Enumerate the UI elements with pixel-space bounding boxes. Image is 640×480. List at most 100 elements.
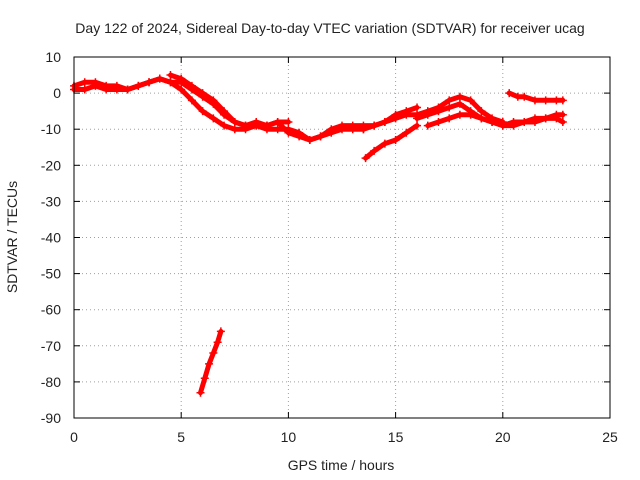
data-point <box>338 121 346 130</box>
data-point <box>209 349 218 358</box>
data-point <box>402 110 411 119</box>
x-tick-label: 15 <box>388 429 404 445</box>
data-point <box>134 81 143 90</box>
series-trace-g <box>423 110 567 130</box>
data-point <box>316 132 325 141</box>
y-tick-label: -80 <box>41 374 61 390</box>
data-point <box>477 114 486 123</box>
data-point <box>445 114 454 123</box>
data-point <box>273 117 282 126</box>
y-tick-label: -40 <box>41 230 61 246</box>
data-point <box>230 117 239 126</box>
data-point <box>402 128 411 137</box>
data-point <box>391 136 400 145</box>
series-trace-e <box>361 121 422 163</box>
x-tick-label: 5 <box>177 429 185 445</box>
data-point <box>434 117 443 126</box>
data-point <box>530 96 539 105</box>
data-point <box>520 92 529 101</box>
data-point <box>284 128 293 137</box>
y-tick-label: 0 <box>53 85 61 101</box>
data-point <box>155 74 164 83</box>
data-point <box>187 96 196 105</box>
y-axis-label: SDTVAR / TECUs <box>4 181 20 293</box>
data-point <box>91 81 100 90</box>
data-point <box>445 96 454 105</box>
data-point <box>216 327 225 336</box>
data-point <box>380 139 389 148</box>
data-point <box>327 125 336 134</box>
data-point <box>102 85 111 94</box>
data-point <box>509 117 518 126</box>
data-point <box>488 117 497 126</box>
data-point <box>305 136 314 145</box>
data-point <box>391 114 400 123</box>
data-point <box>252 121 261 130</box>
series-trace-h <box>505 89 567 105</box>
data-point <box>112 85 121 94</box>
y-tick-label: -50 <box>41 266 61 282</box>
y-tick-label: -20 <box>41 157 61 173</box>
data-point <box>295 132 304 141</box>
x-axis-label: GPS time / hours <box>288 457 395 473</box>
data-point <box>166 71 175 80</box>
series-trace <box>363 123 420 161</box>
data-point <box>205 359 214 368</box>
data-point <box>200 374 209 383</box>
data-point <box>520 117 529 126</box>
data-point <box>541 96 550 105</box>
data-point <box>177 74 186 83</box>
data-point <box>220 121 229 130</box>
tick-layer: 0 5 10 15 20 25 10 0 -10 -20 -30 -40 -50 -60 -70 -80 -90 <box>41 49 618 445</box>
data-point <box>123 85 132 94</box>
y-tick-label: -90 <box>41 410 61 426</box>
data-point <box>477 107 486 116</box>
data-point <box>284 117 293 126</box>
data-point <box>273 125 282 134</box>
data-point <box>213 338 222 347</box>
data-point <box>370 146 379 155</box>
data-point <box>558 110 567 119</box>
data-point <box>359 125 368 134</box>
data-point <box>413 114 422 123</box>
data-point <box>198 89 207 98</box>
data-point <box>530 114 539 123</box>
grid-layer <box>74 57 610 418</box>
data-point <box>413 103 422 112</box>
data-point <box>558 96 567 105</box>
data-point <box>220 107 229 116</box>
data-point <box>505 89 514 98</box>
data-point <box>187 81 196 90</box>
data-point <box>455 92 464 101</box>
data-point <box>209 96 218 105</box>
data-point <box>445 103 454 112</box>
data-point <box>348 121 357 130</box>
data-point <box>455 110 464 119</box>
series-trace-c <box>166 71 422 145</box>
data-point <box>380 117 389 126</box>
x-tick-label: 20 <box>495 429 511 445</box>
data-point <box>498 121 507 130</box>
data-point <box>370 121 379 130</box>
data-point <box>541 114 550 123</box>
data-point <box>466 110 475 119</box>
y-tick-label: -70 <box>41 338 61 354</box>
data-point <box>166 78 175 87</box>
data-point <box>209 114 218 123</box>
data-point <box>262 121 271 130</box>
data-point <box>177 85 186 94</box>
x-tick-label: 0 <box>70 429 78 445</box>
data-point <box>466 96 475 105</box>
data-point <box>423 110 432 119</box>
data-point <box>145 78 154 87</box>
data-point <box>361 154 370 163</box>
y-tick-label: 10 <box>45 49 61 65</box>
data-point <box>423 121 432 130</box>
data-point <box>80 78 89 87</box>
data-point <box>196 388 205 397</box>
series-trace-i <box>196 327 225 397</box>
y-tick-label: -30 <box>41 193 61 209</box>
data-point <box>413 121 422 130</box>
x-tick-label: 10 <box>281 429 297 445</box>
